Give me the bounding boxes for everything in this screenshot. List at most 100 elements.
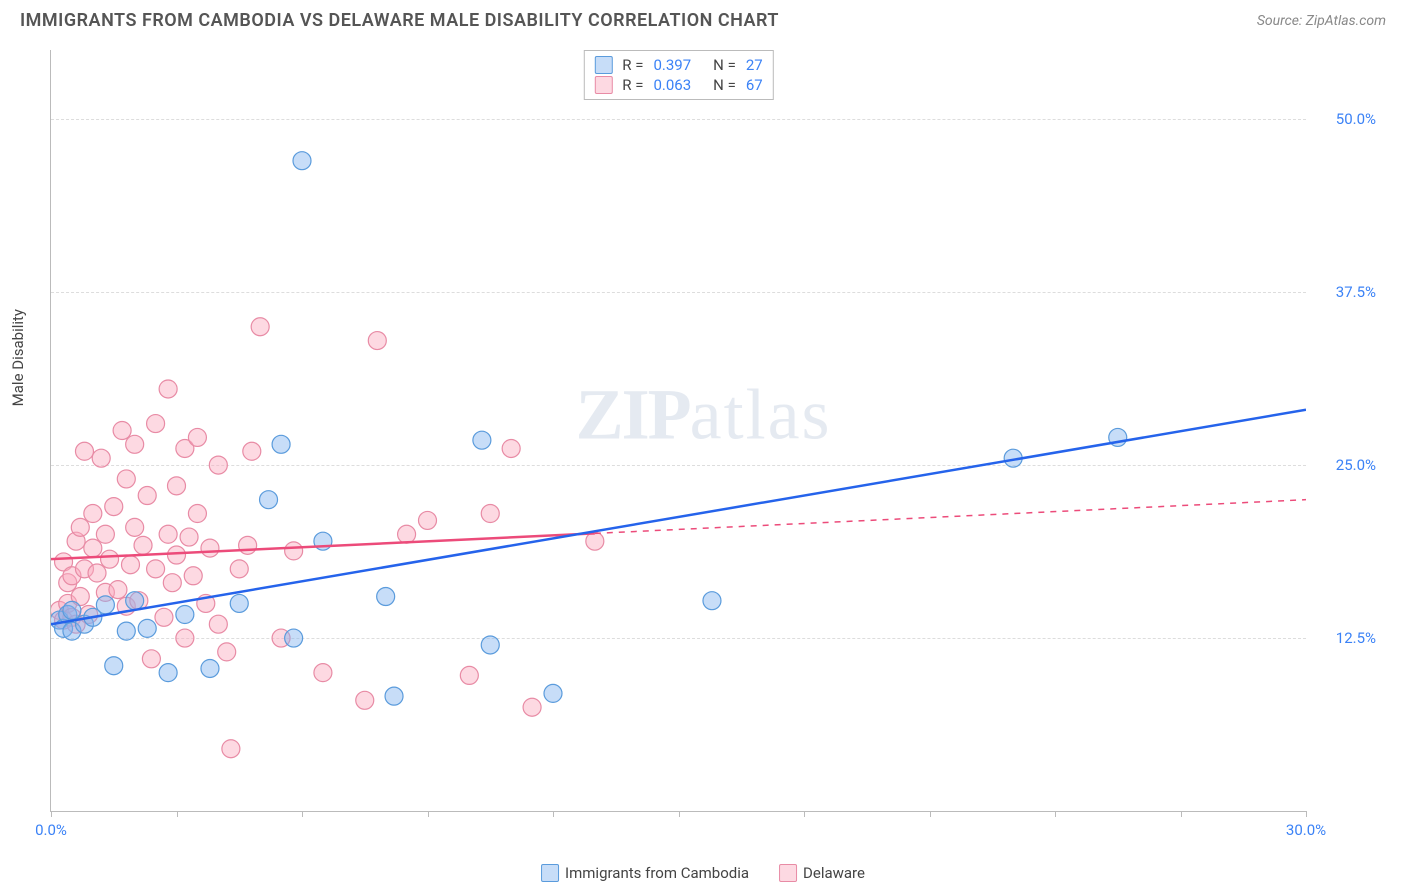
- scatter-point: [96, 596, 114, 614]
- r-value-delaware: 0.063: [653, 76, 691, 94]
- scatter-point: [523, 698, 541, 716]
- scatter-point: [188, 428, 206, 446]
- correlation-legend-row: R = 0.063 N = 67: [594, 75, 762, 95]
- scatter-point: [180, 528, 198, 546]
- y-tick-label: 12.5%: [1316, 629, 1376, 647]
- x-tick-mark: [804, 811, 805, 817]
- scatter-point: [243, 442, 261, 460]
- x-tick-mark: [1181, 811, 1182, 817]
- x-tick-mark: [1306, 811, 1307, 817]
- scatter-point: [201, 539, 219, 557]
- scatter-point: [159, 525, 177, 543]
- y-tick-label: 50.0%: [1316, 110, 1376, 128]
- scatter-point: [121, 556, 139, 574]
- scatter-point: [134, 536, 152, 554]
- correlation-legend: R = 0.397 N = 27 R = 0.063 N = 67: [583, 50, 773, 100]
- scatter-point: [218, 643, 236, 661]
- delaware-swatch-icon: [779, 864, 797, 882]
- scatter-point: [168, 546, 186, 564]
- scatter-point: [239, 536, 257, 554]
- scatter-point: [163, 574, 181, 592]
- chart-title: IMMIGRANTS FROM CAMBODIA VS DELAWARE MAL…: [20, 10, 779, 31]
- correlation-legend-row: R = 0.397 N = 27: [594, 55, 762, 75]
- scatter-point: [230, 594, 248, 612]
- scatter-point: [473, 431, 491, 449]
- x-tick-mark: [302, 811, 303, 817]
- n-label: N =: [701, 76, 736, 94]
- scatter-point: [188, 505, 206, 523]
- r-label: R =: [622, 56, 643, 74]
- n-value-delaware: 67: [746, 76, 763, 94]
- scatter-point: [230, 560, 248, 578]
- scatter-point: [272, 435, 290, 453]
- scatter-point: [159, 664, 177, 682]
- x-tick-mark: [679, 811, 680, 817]
- x-tick-mark: [930, 811, 931, 817]
- scatter-point: [460, 666, 478, 684]
- scatter-point: [176, 606, 194, 624]
- plot-wrap: ZIPatlas R = 0.397 N = 27 R = 0.063 N = …: [50, 50, 1386, 842]
- chart-header: IMMIGRANTS FROM CAMBODIA VS DELAWARE MAL…: [0, 0, 1406, 37]
- scatter-point: [201, 659, 219, 677]
- scatter-point: [159, 380, 177, 398]
- series-legend: Immigrants from Cambodia Delaware: [541, 864, 865, 882]
- scatter-point: [71, 518, 89, 536]
- scatter-svg: [51, 50, 1306, 811]
- regression-line-solid: [51, 410, 1306, 624]
- scatter-point: [184, 567, 202, 585]
- scatter-point: [109, 581, 127, 599]
- scatter-point: [126, 592, 144, 610]
- n-label: N =: [701, 56, 736, 74]
- scatter-point: [314, 664, 332, 682]
- scatter-point: [481, 636, 499, 654]
- series-label-delaware: Delaware: [803, 864, 865, 882]
- x-axis: 0.0%30.0%: [51, 821, 1306, 841]
- scatter-point: [63, 601, 81, 619]
- x-tick-mark: [51, 811, 52, 817]
- scatter-point: [155, 608, 173, 626]
- scatter-point: [84, 539, 102, 557]
- x-tick-mark: [553, 811, 554, 817]
- scatter-point: [126, 435, 144, 453]
- scatter-point: [105, 498, 123, 516]
- scatter-point: [75, 442, 93, 460]
- series-label-cambodia: Immigrants from Cambodia: [565, 864, 749, 882]
- scatter-point: [544, 684, 562, 702]
- scatter-point: [88, 564, 106, 582]
- y-axis-label: Male Disability: [9, 309, 27, 406]
- scatter-point: [92, 449, 110, 467]
- scatter-point: [101, 550, 119, 568]
- scatter-point: [138, 619, 156, 637]
- scatter-point: [105, 657, 123, 675]
- scatter-point: [176, 629, 194, 647]
- scatter-point: [126, 518, 144, 536]
- x-tick-mark: [177, 811, 178, 817]
- scatter-point: [138, 487, 156, 505]
- scatter-point: [142, 650, 160, 668]
- x-tick-label: 0.0%: [35, 821, 67, 839]
- scatter-point: [285, 542, 303, 560]
- source-attribution: Source: ZipAtlas.com: [1257, 13, 1386, 29]
- scatter-point: [293, 152, 311, 170]
- scatter-point: [168, 477, 186, 495]
- scatter-point: [117, 622, 135, 640]
- scatter-point: [260, 491, 278, 509]
- scatter-point: [419, 511, 437, 529]
- scatter-point: [96, 525, 114, 543]
- r-label: R =: [622, 76, 643, 94]
- cambodia-swatch: [594, 56, 612, 74]
- x-tick-label: 30.0%: [1286, 821, 1326, 839]
- scatter-point: [368, 332, 386, 350]
- scatter-point: [398, 525, 416, 543]
- y-tick-label: 25.0%: [1316, 456, 1376, 474]
- scatter-point: [285, 629, 303, 647]
- scatter-point: [377, 588, 395, 606]
- x-tick-mark: [428, 811, 429, 817]
- plot-area: ZIPatlas R = 0.397 N = 27 R = 0.063 N = …: [50, 50, 1306, 812]
- r-value-cambodia: 0.397: [653, 56, 691, 74]
- scatter-point: [84, 505, 102, 523]
- scatter-point: [481, 505, 499, 523]
- scatter-point: [209, 456, 227, 474]
- scatter-point: [147, 560, 165, 578]
- scatter-point: [209, 615, 227, 633]
